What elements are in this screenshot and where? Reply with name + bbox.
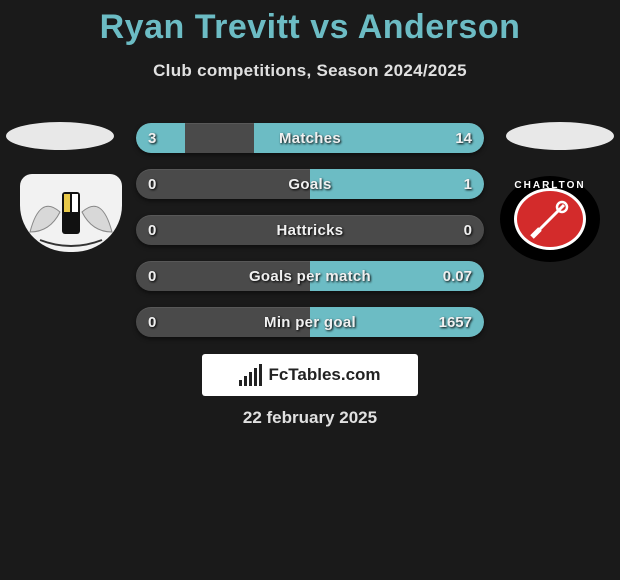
- stat-label: Hattricks: [136, 215, 484, 245]
- stat-label: Min per goal: [136, 307, 484, 337]
- stat-row: 00.07Goals per match: [136, 261, 484, 291]
- stat-row: 01Goals: [136, 169, 484, 199]
- player-photo-left-placeholder: [6, 122, 114, 150]
- footer-date: 22 february 2025: [0, 408, 620, 428]
- brand-text: FcTables.com: [268, 365, 380, 385]
- sword-icon: [524, 193, 576, 245]
- stats-rows: 314Matches 01Goals 00Hattricks 00.07Goals p…: [136, 123, 484, 353]
- brand-chart-icon: [239, 364, 262, 386]
- comparison-card: Ryan Trevitt vs Anderson Club competitio…: [0, 0, 620, 580]
- club-crest-left: [20, 174, 122, 252]
- stat-row: 314Matches: [136, 123, 484, 153]
- stat-label: Goals: [136, 169, 484, 199]
- stat-label: Goals per match: [136, 261, 484, 291]
- club-crest-right: CHARLTON: [500, 176, 600, 262]
- page-title: Ryan Trevitt vs Anderson: [0, 8, 620, 47]
- stat-label: Matches: [136, 123, 484, 153]
- crest-icon: [20, 174, 122, 252]
- brand-badge: FcTables.com: [202, 354, 418, 396]
- stat-row: 00Hattricks: [136, 215, 484, 245]
- stat-row: 01657Min per goal: [136, 307, 484, 337]
- player-photo-right-placeholder: [506, 122, 614, 150]
- subtitle: Club competitions, Season 2024/2025: [0, 61, 620, 81]
